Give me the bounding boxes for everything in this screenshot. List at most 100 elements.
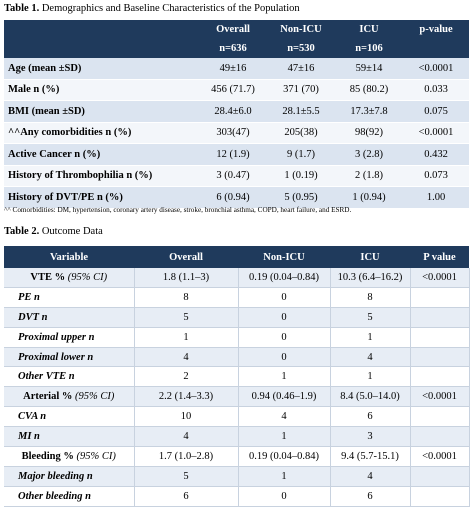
table1-header	[4, 20, 199, 39]
variable-label: MI n	[18, 431, 40, 443]
p-value-cell: 0.033	[403, 79, 469, 101]
table2-header: ICU	[330, 246, 410, 268]
icu-cell: 8	[330, 287, 411, 308]
non-icu-cell: 9 (1.7)	[267, 143, 335, 166]
table1-row: ^^Any comorbidities n (%) 303(47) 205(38) 9…	[4, 122, 469, 144]
overall-cell: 5	[134, 307, 239, 328]
p-value-cell	[410, 287, 470, 308]
icu-cell: 3 (2.8)	[335, 143, 403, 166]
non-icu-cell: 0.94 (0.46–1.9)	[238, 386, 331, 408]
table1-header	[4, 39, 199, 58]
table1-row: Male n (%) 456 (71.7) 371 (70) 85 (80.2) 0.0…	[4, 79, 469, 101]
overall-cell: 5	[134, 466, 239, 487]
non-icu-cell: 5 (0.95)	[267, 186, 335, 209]
variable-label: Proximal upper n	[18, 331, 95, 343]
icu-cell: 17.3±7.8	[335, 100, 403, 123]
variable-cell: Other VTE n	[4, 366, 135, 388]
variable-cell: DVT n	[4, 307, 135, 328]
ci-label: (95% CI)	[65, 271, 108, 283]
table2-caption: Table 2. Outcome Data	[4, 226, 103, 237]
overall-cell: 1	[134, 327, 239, 348]
table2-body: VTE % (95% CI) 1.8 (1.1–3) 0.19 (0.04–0.84…	[4, 268, 470, 507]
overall-cell: 28.4±6.0	[199, 100, 267, 123]
table1-caption-text: Demographics and Baseline Characteristic…	[39, 3, 300, 14]
table2-header: P value	[410, 246, 469, 268]
non-icu-cell: 0	[238, 287, 331, 308]
variable-cell: VTE % (95% CI)	[4, 268, 135, 288]
table1-row: History of Thrombophilia n (%) 3 (0.47) 1 …	[4, 165, 469, 187]
overall-cell: 6 (0.94)	[199, 186, 267, 209]
variable-label: Other bleeding n	[18, 490, 91, 502]
table1-row: History of DVT/PE n (%) 6 (0.94) 5 (0.95) 1…	[4, 186, 469, 209]
p-value-cell: 0.075	[403, 100, 469, 123]
table1-row: Age (mean ±SD) 49±16 47±16 59±14 <0.0001	[4, 58, 469, 80]
row-label: BMI (mean ±SD)	[4, 100, 199, 123]
non-icu-cell: 0.19 (0.04–0.84)	[238, 268, 331, 288]
icu-cell: 59±14	[335, 58, 403, 80]
overall-cell: 8	[134, 287, 239, 308]
table2-header: Non-ICU	[238, 246, 330, 268]
variable-label: DVT n	[18, 311, 48, 323]
variable-label: Arterial %	[23, 391, 73, 403]
table1-header: n=636	[199, 39, 267, 58]
table2-row: CVA n 10 4 6	[4, 406, 470, 428]
table1-header: p-value	[403, 20, 469, 39]
row-label: Age (mean ±SD)	[4, 58, 199, 80]
variable-cell: Proximal upper n	[4, 327, 135, 348]
variable-label: Bleeding %	[21, 450, 74, 462]
non-icu-cell: 47±16	[267, 58, 335, 80]
table2-header: Variable	[4, 246, 134, 268]
outcome-table: Variable Overall Non-ICU ICU P value VTE…	[4, 246, 470, 507]
icu-cell: 6	[330, 406, 411, 428]
overall-cell: 4	[134, 347, 239, 368]
non-icu-cell: 0	[238, 327, 331, 348]
non-icu-cell: 371 (70)	[267, 79, 335, 101]
demographics-table: Overall Non-ICU ICU p-value n=636 n=530 …	[4, 20, 469, 209]
ci-label: (95% CI)	[73, 450, 116, 462]
row-label: Male n (%)	[4, 79, 199, 101]
variable-label: PE n	[18, 291, 40, 303]
icu-cell: 3	[330, 426, 411, 448]
row-label: History of DVT/PE n (%)	[4, 186, 199, 209]
variable-cell: MI n	[4, 426, 135, 448]
p-value-cell	[410, 486, 470, 507]
table1-header: Non-ICU	[267, 20, 335, 39]
overall-cell: 2.2 (1.4–3.3)	[134, 386, 239, 408]
icu-cell: 6	[330, 486, 411, 507]
p-value-cell	[410, 466, 470, 487]
variable-label: Major bleeding n	[18, 470, 93, 482]
variable-cell: Other bleeding n	[4, 486, 135, 507]
overall-cell: 1.8 (1.1–3)	[134, 268, 239, 288]
non-icu-cell: 1	[238, 466, 331, 487]
table1-header: Overall	[199, 20, 267, 39]
variable-label: Proximal lower n	[18, 351, 94, 363]
row-label: ^^Any comorbidities n (%)	[4, 122, 199, 144]
icu-cell: 9.4 (5.7-15.1)	[330, 446, 411, 467]
icu-cell: 4	[330, 347, 411, 368]
table1-header-row-1: Overall Non-ICU ICU p-value	[4, 20, 469, 39]
icu-cell: 1 (0.94)	[335, 186, 403, 209]
variable-cell: Major bleeding n	[4, 466, 135, 487]
p-value-cell: 1.00	[403, 186, 469, 209]
p-value-cell: <0.0001	[410, 446, 470, 467]
table2-caption-text: Outcome Data	[39, 226, 103, 237]
icu-cell: 8.4 (5.0–14.0)	[330, 386, 411, 408]
table1-header: n=530	[267, 39, 335, 58]
p-value-cell: 0.432	[403, 143, 469, 166]
icu-cell: 2 (1.8)	[335, 165, 403, 187]
table1-header: ICU	[335, 20, 403, 39]
overall-cell: 2	[134, 366, 239, 388]
table1-caption-number: Table 1.	[4, 3, 40, 14]
p-value-cell: <0.0001	[403, 58, 469, 80]
p-value-cell: <0.0001	[403, 122, 469, 144]
table1-row: BMI (mean ±SD) 28.4±6.0 28.1±5.5 17.3±7.8 0.…	[4, 100, 469, 123]
variable-cell: Arterial % (95% CI)	[4, 386, 135, 408]
overall-cell: 49±16	[199, 58, 267, 80]
icu-cell: 5	[330, 307, 411, 328]
icu-cell: 1	[330, 366, 411, 388]
